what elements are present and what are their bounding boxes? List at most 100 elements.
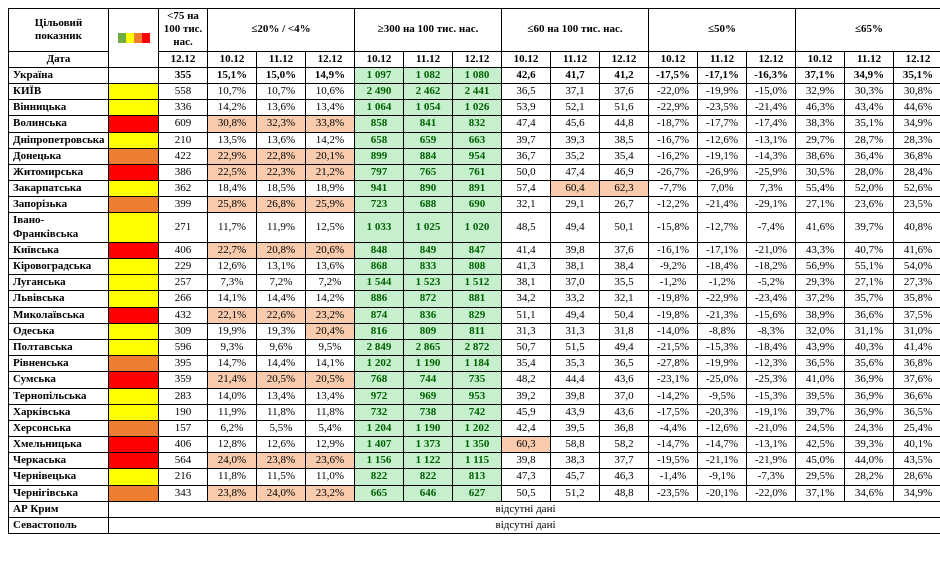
- data-cell: 50,7: [502, 339, 551, 355]
- data-cell: 399: [159, 197, 208, 213]
- data-cell: 41,2: [600, 67, 649, 83]
- data-cell: 39,3: [551, 132, 600, 148]
- data-cell: 38,6%: [796, 148, 845, 164]
- data-cell: 33,2: [551, 291, 600, 307]
- data-cell: 21,2%: [306, 164, 355, 180]
- data-cell: 271: [159, 213, 208, 242]
- data-cell: 2 441: [453, 83, 502, 99]
- table-row: Київська40622,7%20,8%20,6%84884984741,43…: [9, 242, 940, 258]
- group-0: <75 на 100 тис. нас.: [159, 9, 208, 52]
- data-cell: 1 407: [355, 437, 404, 453]
- data-cell: 1 204: [355, 420, 404, 436]
- data-cell: 40,1%: [894, 437, 940, 453]
- data-cell: 48,8: [600, 485, 649, 501]
- table-row: Миколаївська43222,1%22,6%23,2%8748368295…: [9, 307, 940, 323]
- data-cell: 36,8%: [894, 148, 940, 164]
- data-cell: 609: [159, 116, 208, 132]
- region-name: Одеська: [9, 323, 109, 339]
- data-cell: -14,2%: [649, 388, 698, 404]
- region-name: Закарпатська: [9, 181, 109, 197]
- data-cell: 34,9%: [894, 116, 940, 132]
- table-row: Кіровоградська22912,6%13,1%13,6%86883380…: [9, 259, 940, 275]
- data-cell: 50,4: [600, 307, 649, 323]
- data-cell: 43,3%: [796, 242, 845, 258]
- data-cell: 23,6%: [845, 197, 894, 213]
- data-cell: 829: [453, 307, 502, 323]
- data-cell: 23,8%: [257, 453, 306, 469]
- region-name: Тернопільська: [9, 388, 109, 404]
- data-cell: 12,6%: [208, 259, 257, 275]
- data-cell: 738: [404, 404, 453, 420]
- data-cell: 43,5%: [894, 453, 940, 469]
- data-cell: 43,6: [600, 372, 649, 388]
- data-cell: -12,6%: [698, 420, 747, 436]
- data-cell: 1 350: [453, 437, 502, 453]
- data-cell: 38,1: [502, 275, 551, 291]
- group-4: ≤50%: [649, 9, 796, 52]
- data-cell: -8,8%: [698, 323, 747, 339]
- data-cell: 1 115: [453, 453, 502, 469]
- group-5: ≤65%: [796, 9, 940, 52]
- data-cell: 36,6%: [894, 388, 940, 404]
- data-cell: 35,3: [551, 356, 600, 372]
- data-cell: -14,7%: [698, 437, 747, 453]
- data-cell: 12,5%: [306, 213, 355, 242]
- data-cell: 833: [404, 259, 453, 275]
- data-cell: 2 462: [404, 83, 453, 99]
- data-cell: 7,0%: [698, 181, 747, 197]
- data-cell: 39,5%: [796, 388, 845, 404]
- data-cell: 13,5%: [208, 132, 257, 148]
- data-cell: 890: [404, 181, 453, 197]
- data-cell: 36,9%: [845, 388, 894, 404]
- data-cell: 28,4%: [894, 164, 940, 180]
- data-cell: 22,9%: [208, 148, 257, 164]
- data-cell: 36,9%: [845, 372, 894, 388]
- region-name: КИЇВ: [9, 83, 109, 99]
- data-cell: 39,3%: [845, 437, 894, 453]
- data-cell: 36,5: [600, 356, 649, 372]
- data-cell: 62,3: [600, 181, 649, 197]
- data-cell: 735: [453, 372, 502, 388]
- data-cell: 50,5: [502, 485, 551, 501]
- data-cell: -15,3%: [747, 388, 796, 404]
- data-cell: 659: [404, 132, 453, 148]
- table-body: Україна35515,1%15,0%14,9%1 0971 0821 080…: [9, 67, 940, 533]
- data-cell: -1,2%: [649, 275, 698, 291]
- header-target: Цільовий показник: [9, 9, 109, 52]
- data-cell: 26,7: [600, 197, 649, 213]
- data-cell: 32,1: [600, 291, 649, 307]
- data-cell: 7,3%: [208, 275, 257, 291]
- data-cell: 761: [453, 164, 502, 180]
- data-cell: -19,9%: [698, 83, 747, 99]
- region-name: Миколаївська: [9, 307, 109, 323]
- data-cell: 23,5%: [894, 197, 940, 213]
- data-cell: 50,1: [600, 213, 649, 242]
- data-cell: 11,8%: [257, 404, 306, 420]
- data-cell: 9,5%: [306, 339, 355, 355]
- table-row: Сумська35921,4%20,5%20,5%76874473548,244…: [9, 372, 940, 388]
- data-cell: 28,7%: [845, 132, 894, 148]
- region-name: Хмельницька: [9, 437, 109, 453]
- data-cell: 39,7%: [845, 213, 894, 242]
- table-row: Херсонська1576,2%5,5%5,4%1 2041 1901 202…: [9, 420, 940, 436]
- table-row: Дніпропетровська21013,5%13,6%14,2%658659…: [9, 132, 940, 148]
- region-color: [109, 67, 159, 83]
- region-name: Полтавська: [9, 339, 109, 355]
- data-cell: 229: [159, 259, 208, 275]
- region-color: [109, 242, 159, 258]
- table-row: Тернопільська28314,0%13,4%13,4%972969953…: [9, 388, 940, 404]
- region-color: [109, 372, 159, 388]
- data-cell: 11,5%: [257, 469, 306, 485]
- table-row: Івано-Франківська27111,7%11,9%12,5%1 033…: [9, 213, 940, 242]
- region-color: [109, 181, 159, 197]
- data-cell: 37,5%: [894, 307, 940, 323]
- data-cell: 886: [355, 291, 404, 307]
- region-name: Чернігівська: [9, 485, 109, 501]
- data-cell: 24,0%: [257, 485, 306, 501]
- data-cell: -18,4%: [747, 339, 796, 355]
- data-cell: 52,1: [551, 100, 600, 116]
- data-cell: 1 122: [404, 453, 453, 469]
- data-cell: -17,5%: [649, 404, 698, 420]
- data-cell: -13,1%: [747, 132, 796, 148]
- data-cell: 7,2%: [306, 275, 355, 291]
